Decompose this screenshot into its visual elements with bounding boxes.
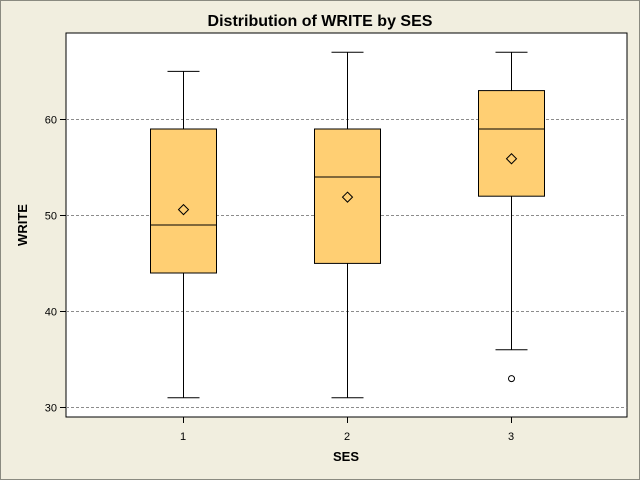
mean-marker	[505, 153, 518, 165]
mean-marker	[177, 203, 190, 216]
outlier-point	[508, 375, 515, 383]
iqr-box	[150, 128, 217, 274]
mean-marker	[341, 191, 354, 203]
x-tick-label: 3	[508, 431, 514, 443]
y-tick-label: 30	[45, 403, 57, 415]
y-axis-label: WRITE	[15, 204, 30, 246]
box-series	[150, 51, 545, 399]
box-group-ses-2	[314, 51, 381, 399]
x-tick-label: 2	[344, 431, 350, 443]
y-axis: 30 40 50 60	[45, 115, 66, 415]
x-axis: 1 2 3	[180, 417, 514, 443]
x-axis-label: SES	[333, 449, 359, 464]
box-group-ses-1	[150, 70, 217, 399]
y-tick-label: 60	[45, 115, 57, 127]
iqr-box	[478, 90, 545, 197]
box-group-ses-3	[478, 51, 545, 383]
y-tick-label: 40	[45, 307, 57, 319]
x-tick-label: 1	[180, 431, 186, 443]
iqr-box	[314, 128, 381, 264]
y-tick-label: 50	[45, 211, 57, 223]
chart-title: Distribution of WRITE by SES	[208, 13, 433, 30]
